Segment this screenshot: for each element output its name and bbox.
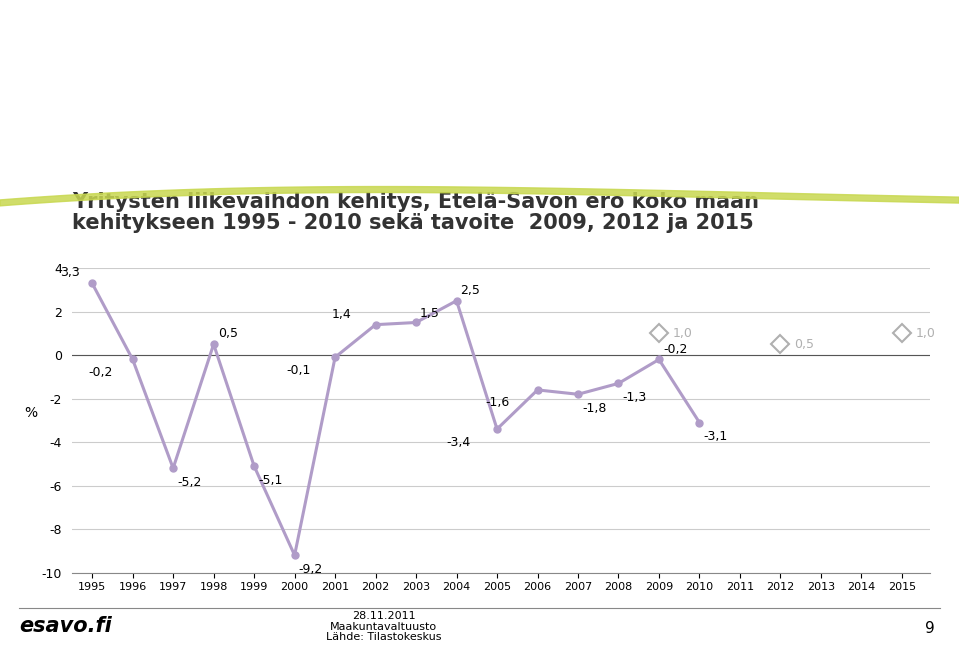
Text: -5,1: -5,1	[258, 474, 283, 487]
Y-axis label: %: %	[24, 406, 37, 420]
Text: -0,1: -0,1	[287, 364, 311, 377]
Text: 28.11.2011: 28.11.2011	[352, 611, 415, 621]
Text: -5,2: -5,2	[177, 476, 201, 489]
Text: -1,8: -1,8	[582, 402, 606, 415]
Text: 2,5: 2,5	[460, 284, 480, 297]
Text: 1,0: 1,0	[916, 327, 936, 340]
Text: 3,3: 3,3	[60, 266, 80, 279]
Text: Maakuntavaltuusto: Maakuntavaltuusto	[330, 622, 437, 632]
Text: -9,2: -9,2	[298, 563, 323, 576]
Text: esavo.fi: esavo.fi	[19, 616, 112, 636]
Text: -1,6: -1,6	[485, 397, 509, 409]
Text: 1,4: 1,4	[332, 308, 351, 321]
Text: Lähde: Tilastokeskus: Lähde: Tilastokeskus	[326, 632, 441, 642]
Text: 0,5: 0,5	[795, 338, 814, 351]
Text: 0,5: 0,5	[218, 327, 238, 340]
Text: -0,2: -0,2	[88, 366, 112, 379]
Text: 9: 9	[925, 622, 935, 636]
Text: Yritysten liikevaihdon kehitys, Etelä-Savon ero koko maan: Yritysten liikevaihdon kehitys, Etelä-Sa…	[72, 192, 759, 212]
Text: kehitykseen 1995 - 2010 sekä tavoite  2009, 2012 ja 2015: kehitykseen 1995 - 2010 sekä tavoite 200…	[72, 213, 754, 233]
Text: -1,3: -1,3	[622, 391, 646, 404]
Text: 1,5: 1,5	[420, 307, 440, 320]
Text: 1,0: 1,0	[673, 327, 693, 340]
Text: -3,4: -3,4	[447, 436, 471, 449]
Text: -3,1: -3,1	[704, 430, 728, 443]
Text: -0,2: -0,2	[663, 343, 688, 356]
